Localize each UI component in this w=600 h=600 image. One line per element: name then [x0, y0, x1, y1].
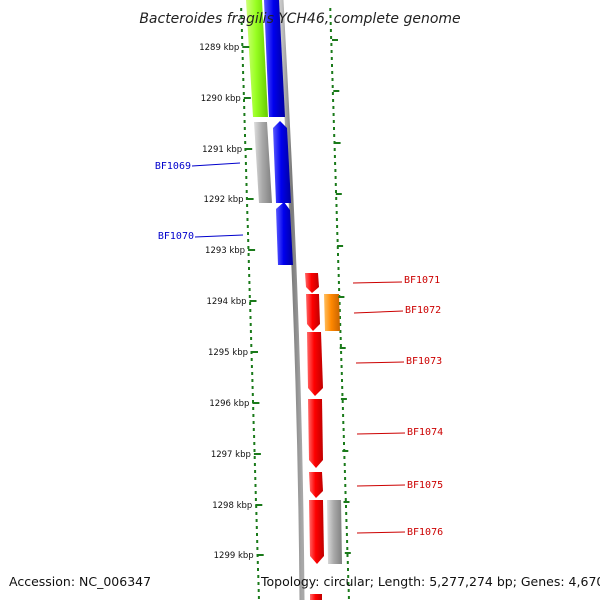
ruler-tick-mark: [253, 453, 261, 455]
gene-leader-line: [355, 361, 405, 364]
ruler-tick-label: 1291 kbp: [202, 145, 242, 155]
ruler-tick-label: 1293 kbp: [205, 246, 245, 256]
ruler-tick-label: 1296 kbp: [209, 399, 249, 409]
genome-backbone: [278, 0, 305, 600]
gene-arrow-BF1069[interactable]: [273, 121, 291, 203]
gene-arrow-BF1072[interactable]: [306, 294, 320, 331]
gene-label-BF1070[interactable]: BF1070: [158, 231, 194, 242]
feature-orange-block: [324, 294, 340, 331]
dotted-guides: [240, 8, 350, 599]
gene-leader-line: [194, 234, 244, 238]
ruler-tick-mark: [251, 351, 258, 353]
feature-track-left: [246, 0, 293, 265]
gene-leader-line: [191, 162, 241, 167]
gene-arrow-BF1071[interactable]: [305, 273, 319, 293]
ruler-tick-label: 1299 kbp: [214, 551, 254, 561]
dotted-guide-left: [240, 8, 260, 599]
ruler-dash-right: [339, 347, 346, 349]
feature-blue-block: [264, 0, 285, 117]
ruler-tick-mark: [248, 249, 256, 251]
ruler-tick-label: 1297 kbp: [211, 450, 251, 460]
gene-leader-line: [356, 432, 406, 435]
gene-arrow-BF1074[interactable]: [308, 399, 323, 468]
ruler-dash-right: [342, 450, 349, 452]
ruler-dash-right: [333, 90, 340, 92]
ruler-tick-label: 1289 kbp: [199, 43, 239, 53]
ruler-tick-mark: [245, 148, 253, 150]
ruler-tick-label: 1290 kbp: [201, 94, 241, 104]
gene-arrow-BF1076[interactable]: [309, 500, 324, 564]
ruler-tick-mark: [256, 554, 264, 556]
gene-leader-line: [353, 310, 404, 314]
gene-label-BF1073[interactable]: BF1073: [406, 356, 442, 367]
gene-arrow-BF1073[interactable]: [307, 332, 323, 396]
gene-labels: BF1069 BF1070 BF1071 BF1072 BF1073 BF1074 BF10…: [155, 161, 443, 538]
ruler-tick-mark: [255, 504, 263, 506]
ruler-tick-mark: [243, 97, 251, 99]
feature-track-right: [305, 273, 342, 600]
feature-red-bottom: [310, 594, 322, 600]
ruler-dash-right: [343, 501, 350, 503]
map-title: Bacteroides fragilis YCH46, complete gen…: [139, 11, 460, 27]
gene-label-BF1076[interactable]: BF1076: [407, 527, 443, 538]
gene-arrow-BF1075[interactable]: [309, 472, 323, 498]
gene-label-BF1071[interactable]: BF1071: [404, 275, 440, 286]
feature-gray-block: [254, 122, 272, 203]
dotted-guide-right: [329, 8, 350, 599]
gene-leader-line: [352, 281, 403, 284]
gene-leader-line: [356, 484, 406, 487]
ruler-tick-mark: [249, 300, 257, 302]
ruler-dash-right: [332, 39, 338, 41]
ruler-tick-mark: [252, 402, 260, 404]
accession-text: Accession: NC_006347: [9, 574, 152, 589]
gene-leader-line: [356, 531, 406, 534]
genome-summary-text: Topology: circular; Length: 5,277,274 bp…: [261, 574, 600, 589]
gene-label-BF1069[interactable]: BF1069: [155, 161, 191, 172]
gene-label-BF1074[interactable]: BF1074: [407, 427, 443, 438]
ruler-dash-right: [337, 245, 344, 247]
feature-lime-block: [246, 0, 268, 117]
gene-arrow-BF1070[interactable]: [276, 202, 293, 265]
ruler-dash-right: [344, 552, 351, 554]
ruler-tick-mark: [246, 198, 254, 200]
gene-label-BF1072[interactable]: BF1072: [405, 305, 441, 316]
position-ruler: 1289 kbp 1290 kbp 1291 kbp 1292 kbp 1293 kbp…: [199, 39, 351, 561]
ruler-tick-label: 1298 kbp: [212, 501, 252, 511]
feature-gray-block-right: [327, 500, 342, 564]
gene-label-BF1075[interactable]: BF1075: [407, 480, 443, 491]
ruler-dash-right: [340, 398, 347, 400]
ruler-tick-label: 1292 kbp: [204, 195, 244, 205]
ruler-dash-right: [338, 296, 345, 298]
ruler-dash-right: [334, 142, 341, 144]
ruler-dash-right: [335, 193, 342, 195]
ruler-tick-label: 1294 kbp: [206, 297, 246, 307]
ruler-tick-label: 1295 kbp: [208, 348, 248, 358]
ruler-tick-mark: [242, 46, 250, 48]
